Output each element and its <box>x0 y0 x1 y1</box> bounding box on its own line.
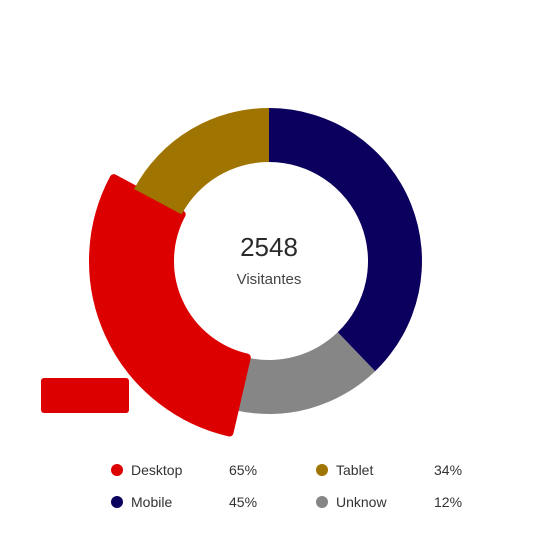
center-total-value: 2548 <box>240 232 298 262</box>
donut-slices <box>89 107 422 437</box>
slice-desktop[interactable] <box>89 174 251 437</box>
center-total-label: Visitantes <box>236 271 302 288</box>
slice-unknow[interactable] <box>234 332 376 414</box>
slice-tablet[interactable] <box>134 107 269 215</box>
slice-tooltip <box>41 378 129 413</box>
slice-mobile[interactable] <box>269 108 422 372</box>
